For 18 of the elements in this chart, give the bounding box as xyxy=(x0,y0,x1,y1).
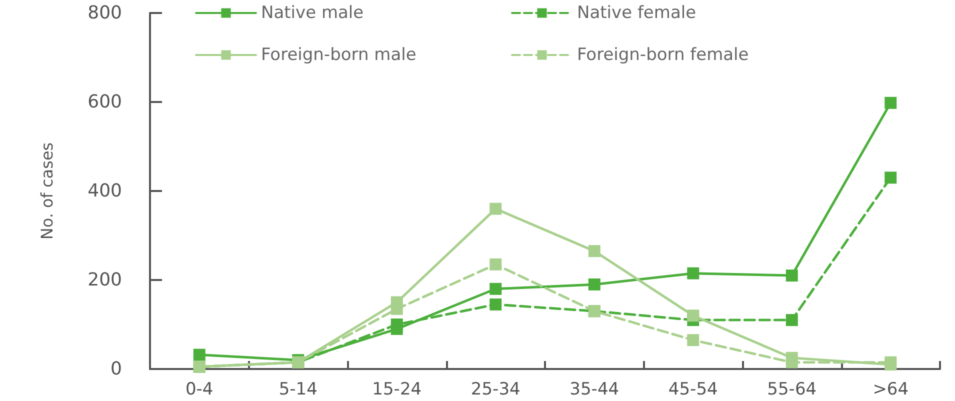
legend-label: Foreign-born female xyxy=(577,45,749,65)
y-tick-label: 400 xyxy=(88,180,122,202)
x-tick-label: 35-44 xyxy=(570,380,620,400)
y-tick-label: 200 xyxy=(88,270,122,290)
legend-label: Native female xyxy=(577,3,696,23)
legend-label: Native male xyxy=(261,3,364,23)
x-tick-label: 45-54 xyxy=(668,380,718,400)
x-tick-label: 5-14 xyxy=(278,380,318,400)
legend-label: Foreign-born male xyxy=(261,45,416,65)
y-axis-title: No. of cases xyxy=(38,142,56,240)
x-tick-label: 15-24 xyxy=(372,380,422,400)
x-tick-label: 55-64 xyxy=(767,380,817,400)
x-tick-label: >64 xyxy=(872,380,909,400)
y-tick-label: 600 xyxy=(88,92,122,112)
x-tick-label: 25-34 xyxy=(470,380,520,400)
y-tick-label: 800 xyxy=(88,2,122,24)
y-tick-label: 0 xyxy=(110,358,122,380)
x-tick-label: 0-4 xyxy=(185,380,214,400)
